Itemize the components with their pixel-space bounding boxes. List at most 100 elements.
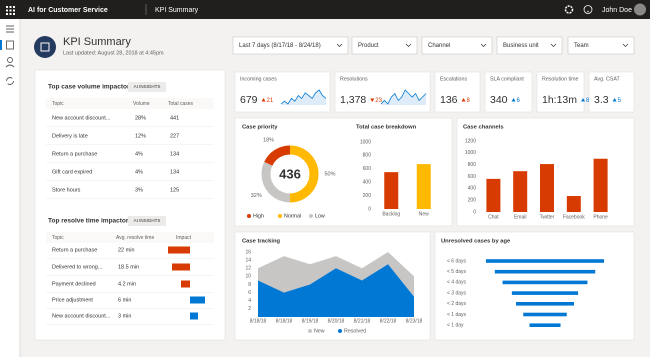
x-tick-label: Backlog (382, 211, 400, 217)
kpi-value: 136 (440, 94, 458, 106)
table-cell: 28% (135, 115, 146, 121)
y-tick-label: 1200 (465, 138, 476, 144)
table-header (46, 232, 214, 243)
last-updated: Last updated: August 28, 2018 at 4:45pm (63, 50, 164, 56)
filter-dropdown[interactable] (232, 36, 349, 55)
nav-icon[interactable] (6, 77, 14, 85)
impact-bar (172, 263, 190, 271)
nav-icon[interactable] (6, 40, 14, 50)
y-tick-label: 400 (363, 180, 372, 186)
y-tick-label: < 1 day (447, 323, 464, 329)
table-cell: 3% (135, 187, 143, 193)
sparkline-area (381, 90, 426, 105)
legend-label: Low (315, 213, 325, 219)
chart-title: Total case breakdown (356, 125, 417, 131)
filter-dropdown[interactable] (496, 36, 563, 55)
filter-label: Product (358, 43, 379, 49)
area (258, 264, 414, 317)
bar (494, 269, 596, 274)
nav-icon[interactable] (7, 57, 13, 63)
x-tick-label: Chat (488, 214, 499, 220)
nav-icon[interactable] (5, 64, 15, 68)
table-cell: Payment declined (52, 281, 96, 287)
donut-center: 436 (279, 166, 301, 181)
trend-arrow (261, 98, 266, 102)
trend-arrow (581, 98, 586, 102)
chart-title: Unresolved cases by age (441, 239, 511, 245)
table-cell: Return a purchase (52, 247, 97, 253)
filter-dropdown[interactable] (567, 36, 635, 55)
table-cell: New account discount... (52, 115, 111, 121)
chart-title: Case priority (242, 125, 278, 131)
bar (523, 312, 567, 317)
filter-label: Team (574, 43, 589, 49)
table-header (46, 98, 214, 109)
kpi-change: 23 (375, 98, 382, 104)
chevron (336, 43, 343, 47)
section-title: Top resolve time impactors (48, 218, 132, 225)
y-tick-label: 1000 (465, 150, 476, 156)
filter-dropdown[interactable] (421, 36, 493, 55)
table-cell: Price adjustment (52, 297, 93, 303)
page-icon-glyph (40, 42, 50, 52)
page-title: KPI Summary (63, 36, 131, 48)
sidebar (0, 19, 20, 357)
legend-swatch (247, 214, 251, 218)
impact-bar (181, 280, 190, 288)
y-tick-label: 400 (468, 186, 477, 192)
y-tick-label: < 3 days (447, 290, 467, 296)
filter-dropdown[interactable] (351, 36, 418, 55)
y-tick-label: 600 (363, 166, 372, 172)
settings-icon[interactable] (564, 5, 574, 14)
help-icon[interactable] (583, 5, 593, 14)
menu-icon[interactable] (6, 25, 14, 33)
table-cell: 18.5 min (118, 264, 139, 270)
kpi-change: 5 (618, 98, 622, 104)
column-header: Impact (176, 235, 192, 241)
y-tick-label: 800 (468, 162, 477, 168)
y-tick-label: 10 (245, 274, 251, 280)
legend-label: Normal (284, 213, 301, 219)
kpi-label: Incoming cases (240, 76, 277, 82)
page-name: KPI Summary (155, 7, 199, 14)
ai-badge (128, 82, 166, 92)
column-header: Topic (52, 101, 64, 107)
trend-arrow (370, 98, 375, 102)
bar (486, 178, 501, 212)
kpi-label: Escalations (440, 76, 467, 82)
user-name[interactable]: John Doe (602, 7, 632, 14)
bar (384, 172, 399, 209)
chevron (480, 43, 487, 47)
bar (502, 280, 588, 285)
y-tick-label: < 6 days (447, 258, 467, 264)
y-tick-label: 200 (363, 193, 372, 199)
y-tick-label: 12 (245, 266, 251, 272)
slice-label: 50% (324, 171, 335, 177)
bar (529, 323, 561, 327)
kpi-value: 679 (240, 94, 258, 106)
table-cell: 227 (170, 133, 179, 139)
x-tick-label: 8/23/18 (406, 318, 423, 324)
nav-active (0, 40, 2, 50)
x-tick-label: Email (514, 214, 527, 220)
slice-label: 32% (251, 193, 262, 199)
y-tick-label: < 1 days (447, 312, 467, 318)
y-tick-label: 16 (245, 249, 251, 255)
donut-slice (264, 145, 291, 166)
trend-arrow (511, 98, 516, 102)
x-tick-label: 8/18/18 (276, 318, 293, 324)
app-title: AI for Customer Service (28, 7, 108, 14)
bar (566, 196, 581, 212)
x-tick-label: Twitter (540, 214, 555, 220)
trend-arrow (461, 98, 466, 102)
app-launcher[interactable] (6, 6, 15, 15)
bar (593, 158, 608, 212)
table-cell: Delivered to wrong... (52, 264, 103, 270)
legend-swatch (338, 329, 342, 333)
legend-swatch (308, 329, 312, 333)
avatar[interactable] (634, 3, 646, 16)
page-icon (34, 36, 56, 58)
x-tick-label: 8/21/18 (354, 318, 371, 324)
table-cell: 134 (170, 151, 179, 157)
